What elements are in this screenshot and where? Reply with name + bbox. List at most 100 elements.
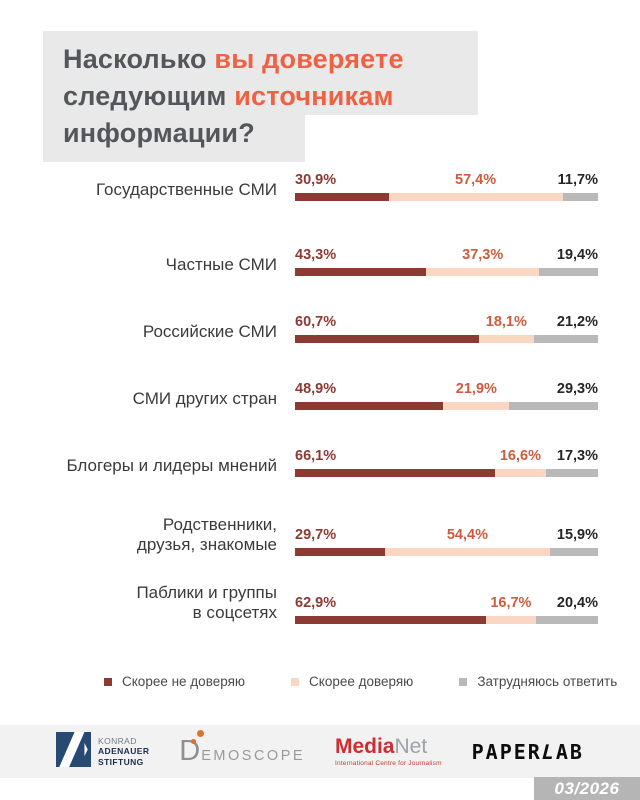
title-line: информации? bbox=[43, 115, 305, 162]
chart-row: Родственники, друзья, знакомые 29,7% 54,4% 1… bbox=[44, 515, 598, 556]
bar-segment bbox=[295, 268, 427, 276]
category-label: Частные СМИ bbox=[44, 255, 277, 276]
kas-wordmark: KONRAD ADENAUER STIFTUNG bbox=[98, 736, 149, 768]
value-label: 54,4% bbox=[446, 527, 488, 543]
category-label: Паблики и группы в соцсетях bbox=[44, 583, 277, 624]
kas-line: ADENAUER bbox=[98, 746, 150, 757]
value-label: 19,4% bbox=[556, 247, 598, 263]
value-label: 30,9% bbox=[295, 172, 337, 188]
stacked-bar bbox=[295, 268, 598, 276]
title-line: Насколько вы доверяете bbox=[43, 31, 478, 78]
value-labels: 48,9% 21,9% 29,3% bbox=[295, 381, 598, 399]
category-label-line: Паблики и группы bbox=[136, 583, 277, 602]
value-label: 62,9% bbox=[295, 595, 337, 611]
bar-segment bbox=[295, 548, 385, 556]
value-label: 29,7% bbox=[295, 527, 337, 543]
stacked-bar bbox=[295, 335, 598, 343]
bar-area: 29,7% 54,4% 15,9% bbox=[295, 527, 598, 556]
chart-row: Государственные СМИ 30,9% 57,4% 11,7% bbox=[44, 172, 598, 201]
bar-area: 66,1% 16,6% 17,3% bbox=[295, 448, 598, 477]
bar-segment bbox=[295, 335, 479, 343]
medianet-part1: Media bbox=[334, 735, 395, 758]
bar-segment bbox=[562, 193, 598, 201]
medianet-logo: MediaNet International Centre for Journa… bbox=[335, 736, 442, 767]
medianet-tagline: International Centre for Journalism bbox=[334, 760, 442, 767]
value-label: 16,6% bbox=[499, 448, 541, 464]
value-labels: 29,7% 54,4% 15,9% bbox=[295, 527, 598, 545]
category-label-line: Родственники, bbox=[162, 515, 277, 534]
bar-area: 43,3% 37,3% 19,4% bbox=[295, 247, 598, 276]
legend-label: Затрудняюсь ответить bbox=[477, 674, 618, 689]
value-label: 37,3% bbox=[462, 247, 504, 263]
kas-emblem-icon bbox=[56, 731, 91, 772]
bar-area: 48,9% 21,9% 29,3% bbox=[295, 381, 598, 410]
demoscope-initial: D bbox=[179, 735, 201, 767]
category-label: СМИ других стран bbox=[44, 389, 277, 410]
chart-row: Блогеры и лидеры мнений 66,1% 16,6% 17,3% bbox=[44, 448, 598, 477]
legend: Скорее не доверяю Скорее доверяю Затрудняю… bbox=[104, 674, 617, 689]
bar-segment bbox=[545, 469, 598, 477]
footer: KONRAD ADENAUER STIFTUNG D EMOSCOPE Medi… bbox=[0, 725, 640, 778]
bar-segment bbox=[295, 193, 389, 201]
bar-segment bbox=[539, 268, 598, 276]
category-label-line: в соцсетях bbox=[192, 603, 277, 622]
kas-line: STIFTUNG bbox=[98, 756, 144, 767]
bar-segment bbox=[295, 469, 496, 477]
value-labels: 62,9% 16,7% 20,4% bbox=[295, 595, 598, 613]
legend-swatch bbox=[459, 677, 468, 686]
title-accent-text: источникам bbox=[234, 81, 394, 111]
value-label: 18,1% bbox=[485, 314, 527, 330]
value-label: 11,7% bbox=[557, 172, 598, 188]
value-label: 57,4% bbox=[455, 172, 497, 188]
paperlab-pre: PAPER bbox=[471, 739, 542, 764]
bar-segment bbox=[533, 335, 598, 343]
medianet-part2: Net bbox=[394, 735, 428, 758]
bar-segment bbox=[536, 616, 598, 624]
title-text: информации? bbox=[63, 118, 255, 148]
category-label: Российские СМИ bbox=[44, 322, 277, 343]
legend-item: Скорее доверяю bbox=[291, 674, 413, 689]
bar-segment bbox=[495, 469, 546, 477]
paperlab-logo: PAPERLAB bbox=[472, 740, 584, 764]
category-label-line: Блогеры и лидеры мнений bbox=[66, 456, 277, 475]
title-line: следующим источникам bbox=[43, 78, 478, 115]
value-labels: 43,3% 37,3% 19,4% bbox=[295, 247, 598, 265]
bar-segment bbox=[485, 616, 537, 624]
chart-row: СМИ других стран 48,9% 21,9% 29,3% bbox=[44, 381, 598, 410]
legend-item: Скорее не доверяю bbox=[104, 674, 245, 689]
bar-segment bbox=[443, 402, 510, 410]
stacked-bar bbox=[295, 402, 598, 410]
category-label: Блогеры и лидеры мнений bbox=[44, 456, 277, 477]
category-label: Государственные СМИ bbox=[44, 180, 277, 201]
title-text: следующим bbox=[63, 81, 235, 111]
demoscope-dot-icon bbox=[197, 730, 205, 737]
chart-row: Российские СМИ 60,7% 18,1% 21,2% bbox=[44, 314, 598, 343]
demoscope-wordmark: EMOSCOPE bbox=[201, 748, 306, 764]
value-label: 15,9% bbox=[556, 527, 598, 543]
paperlab-post: AB bbox=[555, 739, 584, 764]
value-label: 16,7% bbox=[490, 595, 532, 611]
category-label-line: Российские СМИ bbox=[142, 322, 277, 341]
category-label-line: Государственные СМИ bbox=[95, 180, 277, 199]
title-accent-text: вы доверяете bbox=[214, 44, 404, 74]
bar-segment bbox=[388, 193, 563, 201]
bar-segment bbox=[509, 402, 598, 410]
stacked-bar bbox=[295, 193, 598, 201]
value-labels: 60,7% 18,1% 21,2% bbox=[295, 314, 598, 332]
kas-line: KONRAD bbox=[98, 735, 137, 746]
title-block: Насколько вы доверяете следующим источник… bbox=[43, 31, 478, 162]
bar-segment bbox=[549, 548, 598, 556]
category-label-line: СМИ других стран bbox=[132, 389, 277, 408]
stacked-bar bbox=[295, 616, 598, 624]
bar-segment bbox=[295, 616, 486, 624]
value-label: 21,2% bbox=[556, 314, 598, 330]
category-label: Родственники, друзья, знакомые bbox=[44, 515, 277, 556]
date-badge: 03/2026 bbox=[534, 777, 640, 800]
bar-area: 62,9% 16,7% 20,4% bbox=[295, 595, 598, 624]
value-label: 43,3% bbox=[295, 247, 337, 263]
bar-segment bbox=[384, 548, 550, 556]
chart-row: Паблики и группы в соцсетях 62,9% 16,7% 20,4… bbox=[44, 583, 598, 624]
demoscope-logo: D EMOSCOPE bbox=[179, 730, 306, 767]
value-label: 48,9% bbox=[295, 381, 337, 397]
title-text: Насколько bbox=[63, 44, 215, 74]
